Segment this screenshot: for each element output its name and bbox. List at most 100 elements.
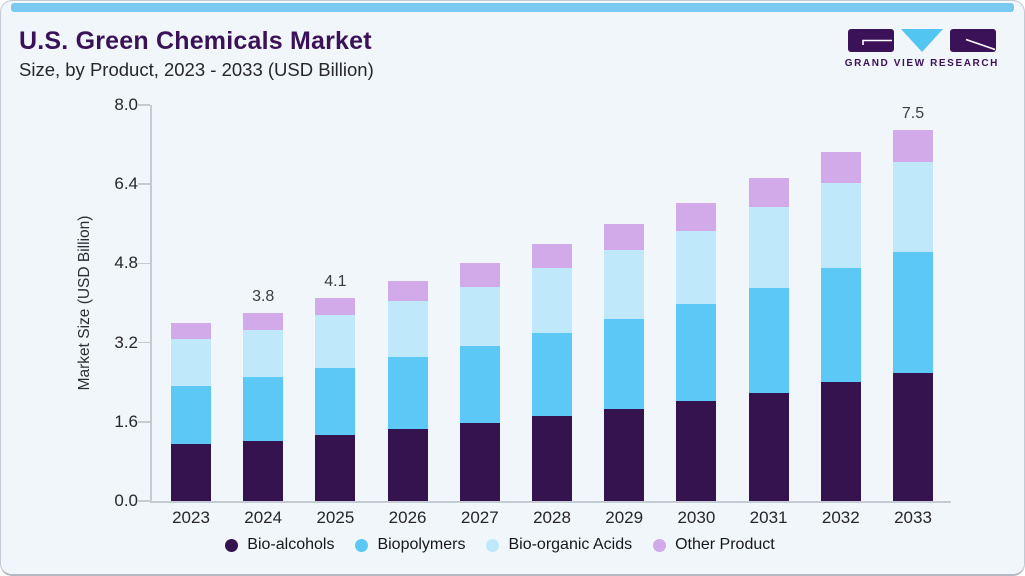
bar-segment	[387, 356, 428, 430]
legend-item: Bio-alcohols	[225, 536, 334, 554]
x-axis-line	[150, 501, 951, 503]
bar-segment	[171, 322, 211, 339]
bar-segment	[315, 315, 356, 368]
bar-segment	[676, 230, 717, 305]
logo-g-icon	[847, 29, 894, 52]
bar-segment	[748, 207, 789, 288]
bar-2033	[893, 129, 933, 501]
legend-label: Other Product	[675, 536, 775, 553]
legend-dot	[355, 538, 369, 552]
bar-2028	[532, 244, 572, 501]
bar-segment	[315, 298, 356, 316]
bar-2031	[748, 178, 789, 501]
bar-total-label: 4.1	[324, 273, 347, 291]
bar-segment	[315, 367, 356, 436]
bar-2025	[315, 298, 356, 501]
bar-segment	[315, 435, 356, 501]
bar-segment	[387, 280, 428, 302]
bar-segment	[459, 263, 500, 287]
bar-segment	[604, 409, 645, 501]
y-tick-label: 8.0	[114, 95, 138, 114]
x-tick-label: 2033	[894, 508, 932, 527]
y-tick-mark	[138, 500, 150, 502]
y-tick-label: 1.6	[114, 411, 138, 431]
bar-2024	[243, 312, 284, 501]
gvr-logo: GRAND VIEW RESEARCH	[845, 29, 999, 69]
bar-segment	[243, 312, 284, 330]
legend-item: Other Product	[653, 536, 775, 554]
bar-segment	[676, 304, 717, 401]
bar-segment	[748, 287, 789, 393]
y-tick-label: 6.4	[114, 174, 138, 194]
bar-segment	[893, 373, 933, 501]
logo-v-icon	[900, 29, 943, 52]
legend-dot	[225, 538, 239, 552]
bar-segment	[171, 385, 211, 445]
bar-segment	[459, 286, 500, 346]
y-tick-mark	[138, 104, 150, 106]
x-tick-label: 2025	[316, 508, 355, 527]
bar-segment	[532, 416, 572, 501]
y-tick-mark	[138, 183, 150, 185]
logo-text: GRAND VIEW RESEARCH	[844, 58, 999, 69]
bar-segment	[243, 440, 284, 501]
x-tick-label: 2029	[605, 508, 644, 527]
bar-segment	[171, 444, 211, 501]
bar-segment	[748, 178, 789, 208]
bar-2023	[171, 322, 211, 501]
legend-dot	[486, 538, 500, 552]
logo-marks	[847, 29, 996, 52]
x-tick-label: 2026	[388, 508, 427, 527]
bar-segment	[243, 377, 284, 441]
x-tick-label: 2031	[749, 508, 788, 527]
bar-segment	[893, 129, 933, 162]
legend-label: Biopolymers	[377, 536, 466, 553]
bar-segment	[243, 329, 284, 378]
legend-label: Bio-organic Acids	[508, 536, 633, 553]
bar-segment	[748, 392, 789, 501]
page-subtitle: Size, by Product, 2023 - 2033 (USD Billi…	[19, 59, 374, 80]
y-tick-mark	[138, 341, 150, 344]
bar-segment	[820, 268, 861, 383]
bar-segment	[820, 151, 861, 184]
bar-total-label: 3.8	[252, 287, 275, 305]
bar-segment	[820, 382, 861, 501]
legend-item: Bio-organic Acids	[486, 536, 632, 554]
logo-r-icon	[949, 29, 996, 52]
x-tick-label: 2023	[172, 508, 210, 527]
bar-segment	[459, 345, 500, 423]
bar-segment	[604, 249, 645, 320]
bar-2026	[387, 280, 428, 501]
bar-segment	[604, 224, 645, 250]
y-tick-label: 3.2	[114, 332, 138, 352]
x-tick-label: 2028	[533, 508, 571, 527]
x-tick-label: 2032	[821, 508, 860, 527]
bar-segment	[676, 203, 717, 231]
page-title: U.S. Green Chemicals Market	[19, 27, 372, 55]
bar-2027	[459, 263, 500, 501]
legend-label: Bio-alcohols	[247, 536, 335, 553]
bar-segment	[532, 332, 572, 417]
bar-segment	[459, 422, 500, 501]
bar-segment	[532, 268, 572, 333]
y-tick-mark	[138, 421, 150, 423]
y-tick-label: 0.0	[114, 491, 138, 510]
bar-segment	[893, 252, 933, 374]
y-tick-mark	[138, 262, 150, 265]
bar-segment	[820, 183, 861, 269]
bar-segment	[676, 401, 717, 501]
x-tick-label: 2030	[677, 508, 716, 527]
legend-dot	[653, 538, 667, 552]
bar-segment	[387, 301, 428, 357]
y-tick-label: 4.8	[114, 253, 138, 273]
bar-segment	[387, 429, 428, 501]
legend: Bio-alcohols Biopolymers Bio-organic Acids…	[1, 536, 999, 554]
bar-2029	[604, 224, 645, 501]
x-tick-label: 2027	[460, 508, 499, 527]
bar-segment	[532, 244, 572, 269]
x-tick-label: 2024	[244, 508, 283, 527]
bar-2030	[676, 203, 717, 501]
legend-item: Biopolymers	[355, 536, 465, 554]
top-accent-stripe	[11, 3, 1014, 12]
